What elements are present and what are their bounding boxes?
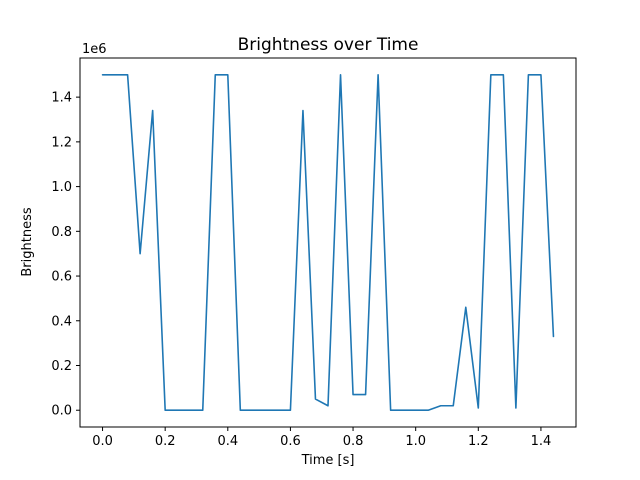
x-tick-label: 0.2 bbox=[155, 434, 176, 449]
brightness-line bbox=[101, 73, 555, 412]
x-tick-label: 1.0 bbox=[405, 434, 426, 449]
x-tick-label: 0.8 bbox=[343, 434, 364, 449]
x-tick-label: 0.6 bbox=[280, 434, 301, 449]
y-tick-label: 0.2 bbox=[51, 359, 72, 374]
x-tick-label: 0.4 bbox=[217, 434, 238, 449]
x-axis-label: Time [s] bbox=[301, 453, 355, 468]
x-tick-label: 1.2 bbox=[468, 434, 489, 449]
axes-frame bbox=[79, 57, 577, 428]
plot-area: 0.0 0.2 0.4 0.6 0.8 1.0 1.2 1.4 0.0 0.2 0.4 0.6 0.8 1… bbox=[51, 57, 577, 449]
y-tick-label: 0.6 bbox=[51, 270, 72, 285]
y-axis-label: Brightness bbox=[20, 207, 35, 276]
y-tick-label: 0.8 bbox=[51, 225, 72, 240]
y-tick-label: 1.4 bbox=[51, 91, 72, 106]
y-tick-label: 1.2 bbox=[51, 135, 72, 150]
x-tick-label: 1.4 bbox=[531, 434, 552, 449]
y-axis-offset-label: 1e6 bbox=[82, 42, 107, 57]
chart-title: Brightness over Time bbox=[238, 35, 419, 55]
y-tick-label: 1.0 bbox=[51, 180, 72, 195]
y-tick-label: 0.0 bbox=[51, 404, 72, 419]
x-tick-label: 0.0 bbox=[92, 434, 113, 449]
y-tick-label: 0.4 bbox=[51, 314, 72, 329]
